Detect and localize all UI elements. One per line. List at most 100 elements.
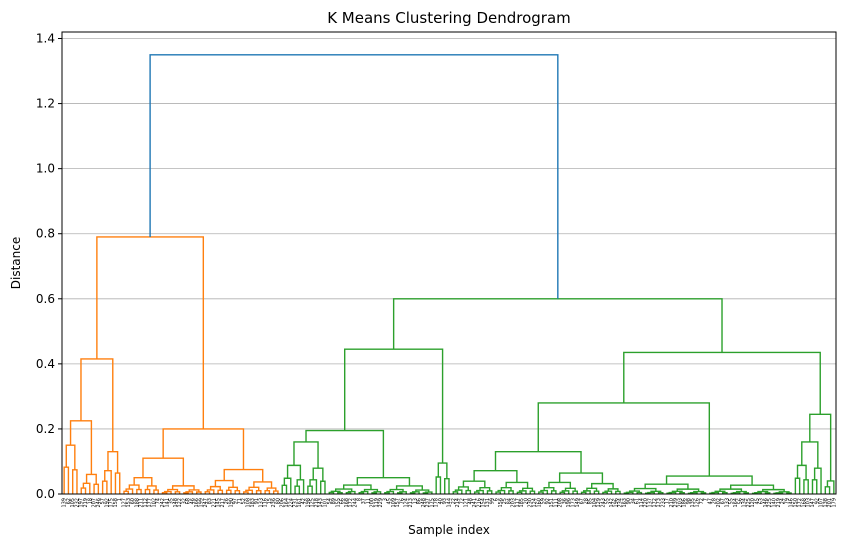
leaf-label: 28 (583, 498, 589, 504)
dendrogram-link (188, 489, 200, 493)
dendrogram-link (558, 472, 604, 484)
leaf-label: 46 (190, 498, 196, 504)
dendrogram-link (671, 490, 683, 493)
leaf-label: 67 (579, 498, 585, 504)
leaf-label: 131 (485, 498, 491, 508)
leaf-label: 143 (318, 498, 324, 508)
leaf-label: 161 (297, 498, 303, 508)
leaf-label: 206 (280, 498, 286, 508)
leaf-label: 236 (271, 498, 277, 508)
leaf-label: 71 (237, 498, 243, 504)
leaf-label: 139 (62, 498, 68, 508)
leaf-label: 103 (806, 498, 812, 508)
dendrogram-link (811, 479, 818, 494)
leaf-label: 175 (429, 498, 435, 508)
leaf-label: 232 (74, 498, 80, 508)
leaf-label: 133 (724, 498, 730, 508)
y-tick-label: 0.4 (36, 357, 55, 371)
leaf-label: 129 (596, 498, 602, 508)
leaf-label: 57 (100, 498, 106, 504)
leaf-label: 229 (378, 498, 384, 508)
leaf-label: 79 (784, 498, 790, 504)
leaf-label: 214 (455, 498, 461, 508)
leaf-label: 137 (647, 498, 653, 508)
leaf-label: 183 (250, 498, 256, 508)
leaf-label: 54 (327, 498, 333, 504)
dendrogram-link (80, 487, 87, 494)
leaf-label: 140 (771, 498, 777, 508)
dendrogram-link (309, 479, 318, 494)
y-tick-label: 0.6 (36, 292, 55, 306)
dendrogram-link (593, 490, 600, 494)
dendrogram-link (529, 490, 536, 494)
leaf-label: 239 (673, 498, 679, 508)
y-tick-label: 1.4 (36, 32, 55, 46)
leaf-label: 224 (288, 498, 294, 508)
leaf-label: 11 (365, 498, 371, 504)
leaf-label: 219 (776, 498, 782, 508)
dendrogram-link (721, 491, 728, 494)
dendrogram-links (63, 54, 835, 495)
dendrogram-link (732, 491, 741, 494)
leaf-label: 40 (438, 498, 444, 504)
y-tick-label: 1.0 (36, 162, 55, 176)
leaf-label: 246 (96, 498, 102, 508)
leaf-label: 156 (498, 498, 504, 508)
y-tick-label: 0.2 (36, 422, 55, 436)
leaf-label: 24 (780, 498, 786, 504)
dendrogram-link (559, 491, 566, 494)
dendrogram-link (228, 486, 239, 491)
leaf-label: 101 (322, 498, 328, 508)
leaf-label: 221 (211, 498, 217, 508)
leaf-label: 99 (489, 498, 495, 504)
dendrogram-link (786, 492, 792, 494)
leaf-label: 153 (126, 498, 132, 508)
leaf-label: 28 (712, 498, 718, 504)
leaf-label: 179 (831, 498, 837, 508)
leaf-label: 146 (789, 498, 795, 508)
dendrogram-link (625, 491, 634, 494)
dendrogram-link (604, 490, 613, 494)
leaf-label: 45 (754, 498, 760, 504)
dendrogram-link (163, 490, 172, 494)
y-tick-label: 1.2 (36, 97, 55, 111)
leaf-label: 89 (331, 498, 337, 504)
dendrogram-link (500, 486, 512, 491)
dendrogram-link (209, 485, 221, 491)
dendrogram-link (615, 490, 621, 494)
dendrogram-link (437, 462, 448, 479)
leaf-label: 217 (220, 498, 226, 508)
dendrogram-link (255, 490, 262, 494)
leaf-label: 234 (618, 498, 624, 508)
leaf-label: 202 (716, 498, 722, 508)
leaf-label: 166 (194, 498, 200, 508)
leaf-label: 83 (207, 498, 213, 504)
dendrogram-link (650, 490, 662, 493)
leaf-label: 72 (459, 498, 465, 504)
leaf-label: 7 (703, 498, 709, 501)
leaf-label: 34 (630, 498, 636, 504)
y-axis-ticks: 0.0 0.2 0.4 0.6 0.8 1.0 1.2 1.4 (36, 32, 62, 501)
leaf-label: 116 (263, 498, 269, 508)
dendrogram-link (174, 491, 181, 494)
dendrogram-link (479, 486, 491, 491)
dendrogram-link (801, 441, 819, 469)
dendrogram-link (679, 491, 685, 494)
dendrogram-link (248, 486, 260, 491)
leaf-label: 1 (117, 498, 123, 501)
leaf-label: 192 (104, 498, 110, 508)
dendrogram-link (714, 490, 726, 493)
leaf-label: 178 (434, 498, 440, 508)
leaf-label: 164 (733, 498, 739, 508)
leaf-label: 48 (468, 498, 474, 504)
leaf-label: 67 (720, 498, 726, 504)
leaf-label: 92 (545, 498, 551, 504)
leaf-label: 172 (652, 498, 658, 508)
leaf-label: 168 (801, 498, 807, 508)
dendrogram-link (665, 475, 753, 486)
leaf-label: 216 (476, 498, 482, 508)
leaf-label: 200 (370, 498, 376, 508)
leaf-label: 102 (151, 498, 157, 508)
leaf-label: 175 (109, 498, 115, 508)
